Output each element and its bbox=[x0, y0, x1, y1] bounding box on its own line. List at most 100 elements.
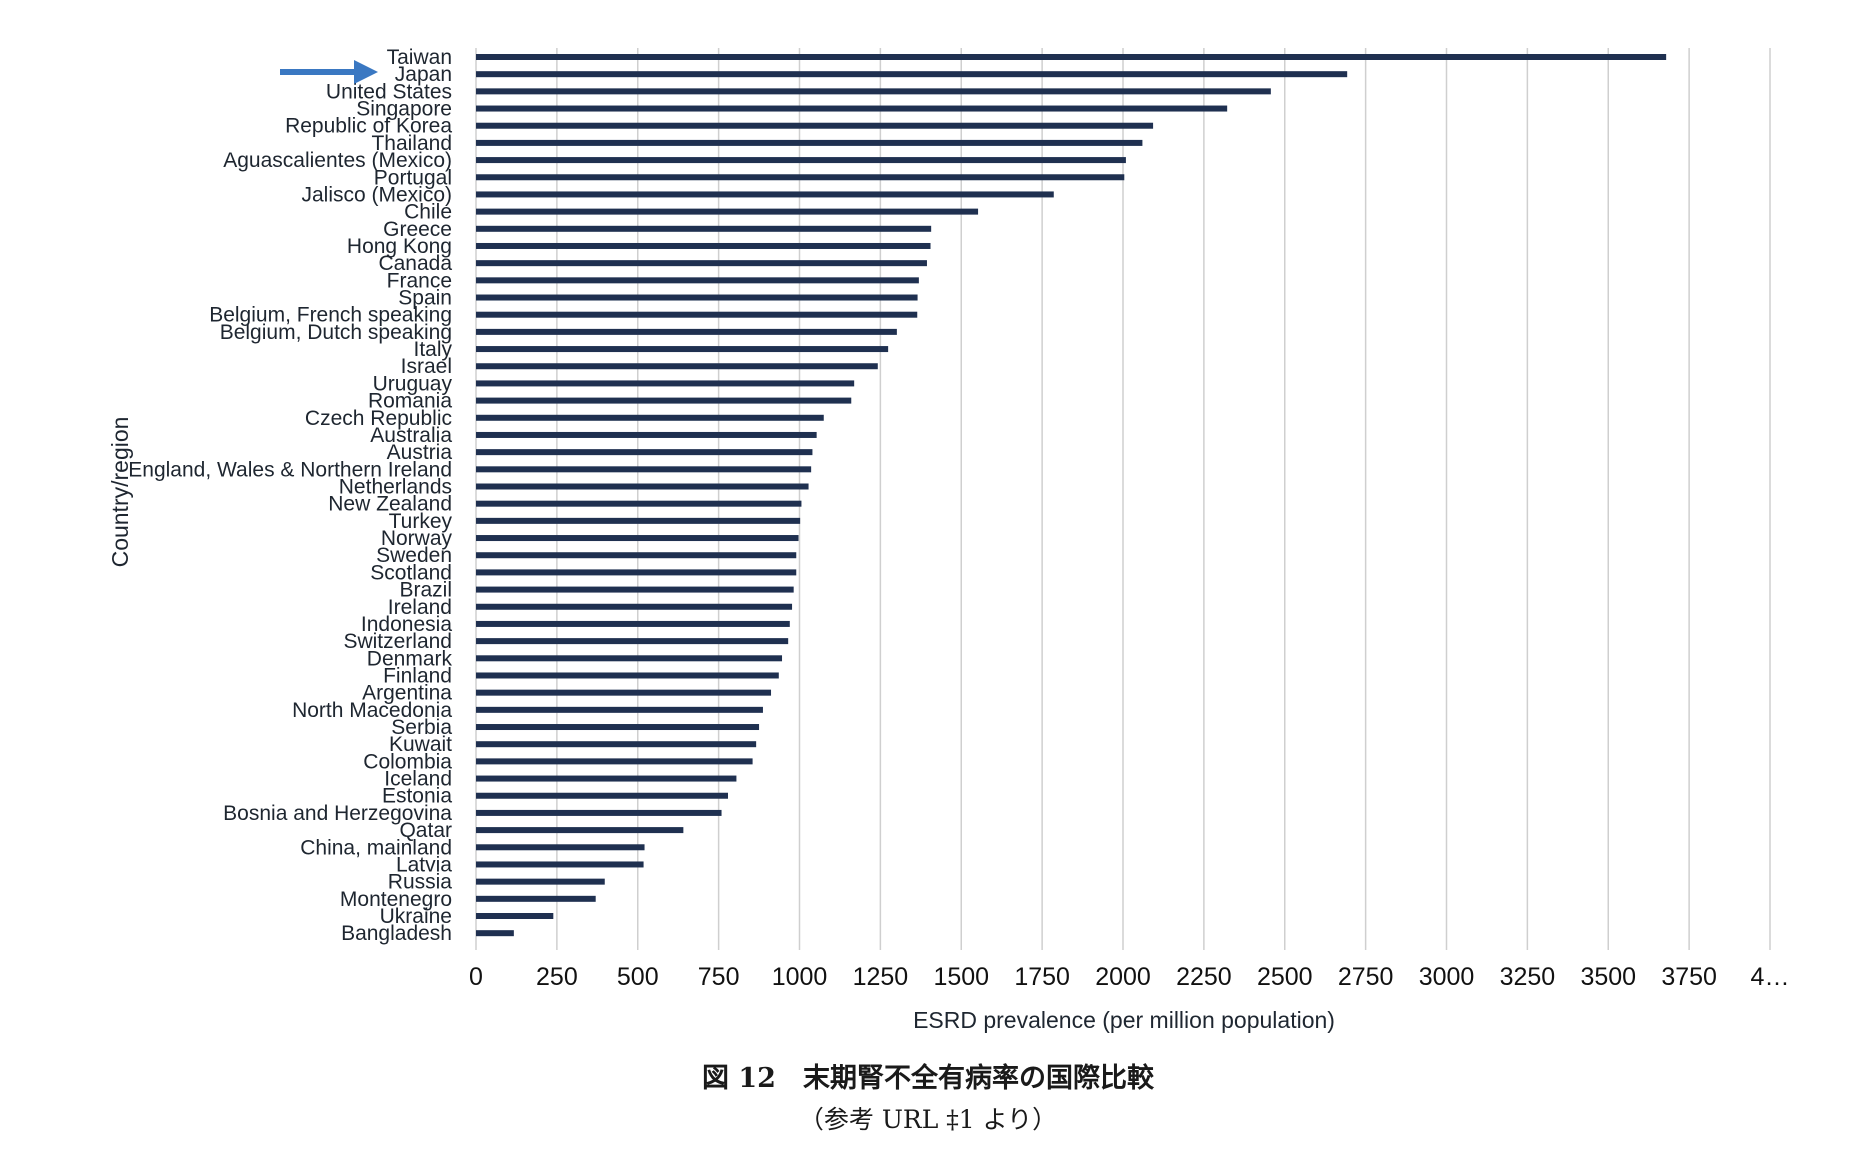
bar bbox=[476, 208, 979, 215]
category-label: Israel bbox=[401, 355, 452, 378]
category-label: Brazil bbox=[399, 579, 452, 602]
bar bbox=[476, 535, 799, 542]
category-label: Romania bbox=[368, 390, 452, 413]
x-tick-label: 1000 bbox=[772, 963, 828, 991]
category-label: Denmark bbox=[367, 647, 453, 670]
bar bbox=[476, 809, 722, 816]
x-tick-label: 2250 bbox=[1176, 963, 1232, 991]
x-tick-label: 2000 bbox=[1095, 963, 1151, 991]
category-label: Ireland bbox=[388, 596, 452, 619]
bar bbox=[476, 328, 897, 335]
category-label: Aguascalientes (Mexico) bbox=[223, 149, 452, 172]
bar bbox=[476, 792, 729, 799]
bar bbox=[476, 294, 918, 301]
bar bbox=[476, 913, 554, 919]
bar bbox=[476, 414, 824, 421]
x-tick-label: 3000 bbox=[1419, 963, 1475, 991]
category-label: North Macedonia bbox=[292, 699, 452, 722]
category-label: United States bbox=[326, 80, 452, 103]
category-label: Spain bbox=[398, 287, 452, 310]
bar bbox=[476, 483, 809, 490]
category-label: Japan bbox=[395, 63, 452, 86]
category-label: Scotland bbox=[370, 561, 452, 584]
x-tick-label: 750 bbox=[698, 963, 740, 991]
bar bbox=[476, 517, 801, 524]
bar bbox=[476, 431, 817, 438]
bars bbox=[476, 54, 1667, 937]
category-label: Serbia bbox=[391, 716, 452, 739]
arrow-icon bbox=[280, 60, 378, 84]
category-label: Hong Kong bbox=[347, 235, 452, 258]
category-label: Estonia bbox=[382, 785, 452, 808]
category-label: England, Wales & Northern Ireland bbox=[128, 458, 452, 481]
bar bbox=[476, 380, 855, 387]
category-label: Austria bbox=[387, 441, 453, 464]
bar bbox=[476, 706, 763, 713]
bar bbox=[476, 54, 1667, 60]
bar bbox=[476, 466, 812, 473]
bar bbox=[476, 724, 760, 731]
bar bbox=[476, 569, 797, 576]
bar bbox=[476, 242, 931, 249]
bar bbox=[476, 260, 927, 267]
bar bbox=[476, 71, 1348, 78]
bar bbox=[476, 225, 932, 232]
category-label: Thailand bbox=[371, 132, 452, 155]
bar bbox=[476, 88, 1271, 95]
x-tick-label: 500 bbox=[617, 963, 659, 991]
category-label: Taiwan bbox=[387, 46, 452, 69]
bar bbox=[476, 655, 783, 662]
category-label: Latvia bbox=[396, 853, 452, 876]
bar bbox=[476, 586, 794, 593]
bar bbox=[476, 397, 852, 404]
x-axis-title: ESRD prevalence (per million population) bbox=[913, 1007, 1335, 1033]
category-label: Republic of Korea bbox=[285, 115, 452, 138]
bar bbox=[476, 552, 797, 559]
bar bbox=[476, 603, 793, 610]
category-label: Portugal bbox=[374, 166, 452, 189]
x-tick-label: 0 bbox=[469, 963, 483, 991]
category-label: Indonesia bbox=[361, 613, 452, 636]
y-axis-title: Country/region bbox=[107, 417, 133, 568]
category-label: Chile bbox=[404, 201, 452, 224]
figure-caption-title: 図 12 末期腎不全有病率の国際比較 bbox=[702, 1063, 1154, 1094]
category-label: Montenegro bbox=[340, 888, 452, 911]
category-label: Belgium, Dutch speaking bbox=[220, 321, 452, 344]
bar bbox=[476, 174, 1125, 181]
category-label: Qatar bbox=[399, 819, 452, 842]
bar bbox=[476, 105, 1228, 112]
x-tick-label: 3750 bbox=[1661, 963, 1717, 991]
bar bbox=[476, 689, 772, 696]
category-label: Switzerland bbox=[343, 630, 452, 653]
bar bbox=[476, 157, 1126, 164]
bar bbox=[476, 741, 757, 748]
bar bbox=[476, 277, 919, 284]
x-tick-label: 1750 bbox=[1014, 963, 1070, 991]
bar bbox=[476, 363, 878, 370]
x-tick-label: 3500 bbox=[1580, 963, 1636, 991]
x-tick-label: 3250 bbox=[1500, 963, 1556, 991]
category-label: Turkey bbox=[389, 510, 453, 533]
bar bbox=[476, 861, 644, 868]
category-label: Sweden bbox=[376, 544, 452, 567]
figure-caption-source: （参考 URL ‡1 より） bbox=[798, 1105, 1058, 1134]
bar bbox=[476, 930, 514, 937]
category-label: Bosnia and Herzegovina bbox=[223, 802, 452, 825]
category-label: Norway bbox=[381, 527, 453, 550]
x-tick-label: 1500 bbox=[933, 963, 989, 991]
category-label: Colombia bbox=[363, 750, 452, 773]
category-label: Australia bbox=[370, 424, 452, 447]
x-tick-label: 2500 bbox=[1257, 963, 1313, 991]
bar bbox=[476, 878, 605, 885]
bar bbox=[476, 758, 753, 765]
x-tick-label: 4… bbox=[1751, 963, 1790, 991]
category-label: Italy bbox=[413, 338, 452, 361]
category-label: China, mainland bbox=[300, 836, 452, 859]
category-label: Netherlands bbox=[339, 476, 452, 499]
x-tick-labels: 0 250 500 750 1000 1250 1500 1750 2000 2250 2500 27… bbox=[469, 963, 1789, 991]
x-tick-label: 250 bbox=[536, 963, 578, 991]
category-label: Greece bbox=[383, 218, 452, 241]
category-label: Russia bbox=[388, 871, 453, 894]
